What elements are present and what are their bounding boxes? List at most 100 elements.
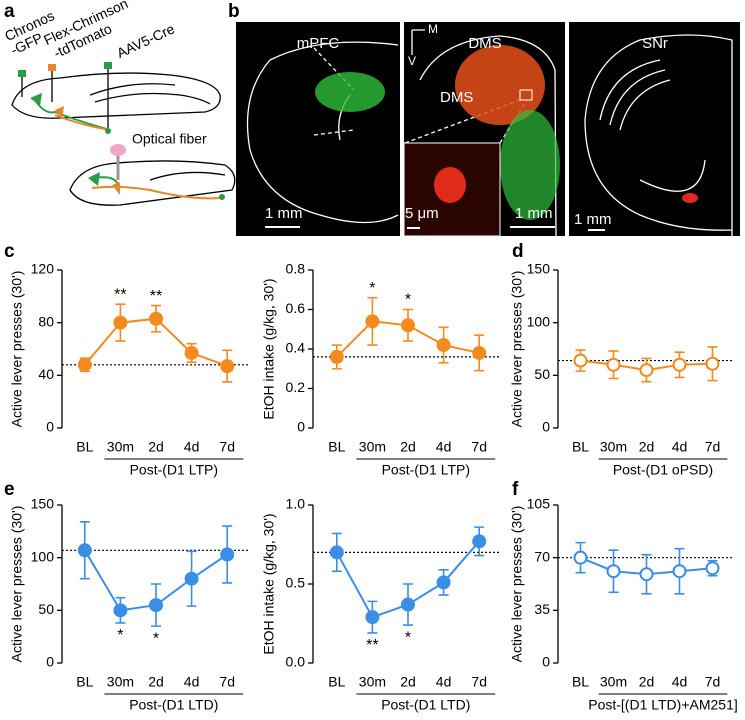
marker bbox=[436, 575, 451, 590]
marker bbox=[705, 561, 720, 576]
marker bbox=[401, 318, 415, 333]
x-axis-label: Post-(D1 LTP) bbox=[130, 462, 218, 478]
brain-outline bbox=[69, 160, 236, 206]
marker bbox=[329, 545, 344, 560]
fiber-tip bbox=[110, 144, 126, 156]
panel-label: d bbox=[512, 241, 524, 262]
section-outline bbox=[246, 41, 399, 224]
y-tick-label: 50 bbox=[38, 601, 54, 617]
marker bbox=[184, 571, 199, 586]
schematic-label: AAV5-Cre bbox=[114, 20, 177, 61]
neuron-inset bbox=[434, 167, 466, 203]
y-tick-label: 150 bbox=[527, 261, 551, 277]
significance: * bbox=[153, 630, 159, 647]
brain-outline bbox=[11, 72, 221, 119]
image-title: DMS bbox=[468, 35, 501, 52]
marker bbox=[149, 311, 163, 326]
syringe bbox=[48, 64, 56, 71]
y-tick-label: 35 bbox=[534, 601, 550, 617]
significance: * bbox=[405, 629, 411, 646]
marker bbox=[113, 603, 128, 618]
y-tick-label: 100 bbox=[527, 313, 551, 329]
y-tick-label: 1.0 bbox=[286, 496, 306, 512]
zoom-box bbox=[519, 89, 533, 101]
y-tick-label: 0.5 bbox=[286, 575, 306, 591]
y-tick-label: 0.4 bbox=[286, 340, 306, 356]
y-axis-label: Active lever presses (30') bbox=[509, 506, 525, 663]
gfp-signal bbox=[315, 72, 385, 112]
marker bbox=[606, 357, 621, 372]
marker bbox=[149, 598, 163, 613]
x-axis-label: Post-(D1 oPSD) bbox=[613, 462, 713, 478]
x-tick-label: BL bbox=[76, 674, 93, 690]
x-tick-label: 4d bbox=[436, 674, 452, 690]
neuron bbox=[112, 182, 120, 195]
projection bbox=[54, 114, 111, 131]
x-tick-label: 7d bbox=[705, 674, 721, 690]
y-tick-label: 0 bbox=[46, 654, 54, 670]
marker bbox=[220, 547, 235, 562]
region-label: DMS bbox=[440, 89, 473, 106]
marker bbox=[365, 610, 380, 625]
neuron bbox=[30, 93, 42, 106]
panel-label: c bbox=[4, 241, 15, 262]
x-axis-label: Post-(D1 LTD) bbox=[381, 697, 470, 713]
x-tick-label: BL bbox=[328, 674, 345, 690]
marker bbox=[672, 564, 687, 579]
x-tick-label: 4d bbox=[672, 674, 688, 690]
marker bbox=[606, 564, 621, 579]
y-tick-label: 0 bbox=[297, 419, 305, 435]
scale-bar-label: 1 mm bbox=[574, 211, 612, 228]
significance: * bbox=[369, 280, 375, 297]
syringe bbox=[18, 70, 26, 77]
marker bbox=[329, 349, 344, 364]
x-tick-label: BL bbox=[76, 439, 93, 455]
x-tick-label: 30m bbox=[107, 439, 134, 455]
marker bbox=[705, 356, 720, 371]
y-tick-label: 0.2 bbox=[286, 379, 306, 395]
x-tick-label: 7d bbox=[219, 674, 235, 690]
significance: ** bbox=[150, 288, 162, 305]
image-title: SNr bbox=[642, 35, 668, 52]
y-tick-label: 120 bbox=[31, 261, 55, 277]
y-tick-label: 105 bbox=[527, 496, 551, 512]
orientation: V bbox=[408, 54, 416, 68]
y-tick-label: 40 bbox=[38, 366, 54, 382]
x-tick-label: 30m bbox=[107, 674, 134, 690]
scale-bar-label: 1 mm bbox=[265, 205, 303, 222]
marker bbox=[573, 550, 588, 565]
x-axis-label: Post-(D1 LTP) bbox=[382, 462, 470, 478]
schematic-label: Optical fiber bbox=[132, 131, 207, 147]
marker bbox=[472, 534, 487, 549]
marker bbox=[639, 567, 654, 582]
significance: ** bbox=[114, 286, 126, 303]
marker bbox=[77, 543, 92, 558]
x-axis-label: Post-(D1 LTD) bbox=[129, 697, 218, 713]
x-tick-label: 30m bbox=[600, 674, 627, 690]
micrograph bbox=[569, 22, 740, 236]
y-axis-label: Active lever presses (30') bbox=[509, 271, 525, 428]
x-tick-label: 7d bbox=[705, 439, 721, 455]
y-tick-label: 150 bbox=[31, 496, 55, 512]
scale-bar-label: 1 mm bbox=[515, 205, 553, 222]
x-tick-label: 4d bbox=[436, 439, 452, 455]
significance: * bbox=[117, 627, 123, 644]
x-tick-label: 2d bbox=[639, 439, 655, 455]
micrograph bbox=[236, 22, 400, 236]
x-tick-label: BL bbox=[572, 674, 589, 690]
x-tick-label: 2d bbox=[400, 674, 416, 690]
y-axis-label: Active lever presses (30') bbox=[9, 271, 25, 428]
marker bbox=[220, 359, 235, 374]
orientation: M bbox=[428, 22, 438, 36]
x-tick-label: 30m bbox=[600, 439, 627, 455]
orientation-axes bbox=[411, 29, 425, 55]
snr-signal bbox=[682, 193, 698, 203]
y-tick-label: 70 bbox=[534, 548, 550, 564]
neuron bbox=[55, 106, 64, 120]
x-tick-label: BL bbox=[572, 439, 589, 455]
panel-label: a bbox=[4, 1, 15, 22]
panel-label: f bbox=[512, 479, 519, 500]
x-tick-label: 2d bbox=[400, 439, 416, 455]
gfp-signal bbox=[500, 110, 560, 220]
marker bbox=[113, 315, 128, 330]
